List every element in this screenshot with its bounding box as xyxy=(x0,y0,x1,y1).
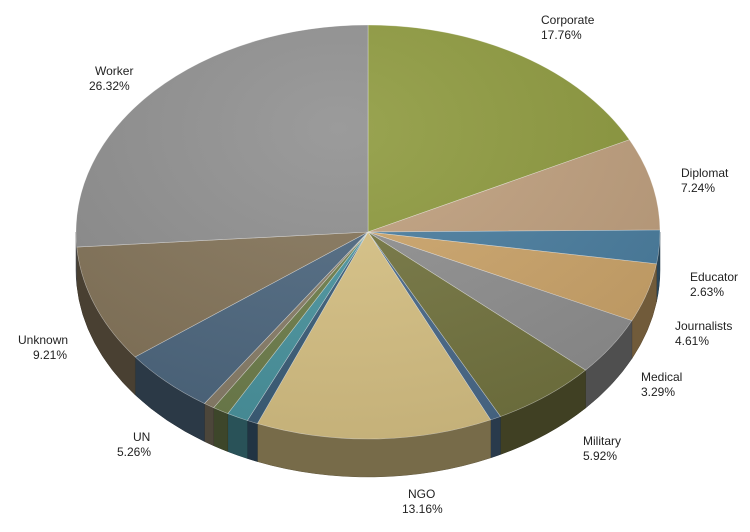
value-unknown: 9.21% xyxy=(33,348,67,362)
pie-shading xyxy=(76,25,660,439)
value-medical: 3.29% xyxy=(641,385,675,399)
label-medical: Medical xyxy=(641,370,682,384)
value-un: 5.26% xyxy=(117,445,151,459)
slice-side-unlabeled-11 xyxy=(204,403,214,447)
label-diplomat: Diplomat xyxy=(681,166,729,180)
label-educator: Educator xyxy=(690,270,738,284)
slice-side-unlabeled-6 xyxy=(490,416,501,459)
value-worker: 26.32% xyxy=(89,79,130,93)
label-journalists: Journalists xyxy=(675,319,732,333)
label-military: Military xyxy=(583,434,621,448)
value-ngo: 13.16% xyxy=(402,502,443,516)
label-worker: Worker xyxy=(95,64,133,78)
value-journalists: 4.61% xyxy=(675,334,709,348)
value-educator: 2.63% xyxy=(690,285,724,299)
value-corporate: 17.76% xyxy=(541,28,582,42)
label-ngo: NGO xyxy=(408,487,435,501)
label-unknown: Unknown xyxy=(18,333,68,347)
label-corporate: Corporate xyxy=(541,13,595,27)
value-military: 5.92% xyxy=(583,449,617,463)
slice-side-unlabeled-8 xyxy=(247,420,258,462)
slice-side-unlabeled-9 xyxy=(227,413,248,459)
label-un: UN xyxy=(133,430,150,444)
slice-side-unlabeled-10 xyxy=(213,407,229,452)
value-diplomat: 7.24% xyxy=(681,181,715,195)
